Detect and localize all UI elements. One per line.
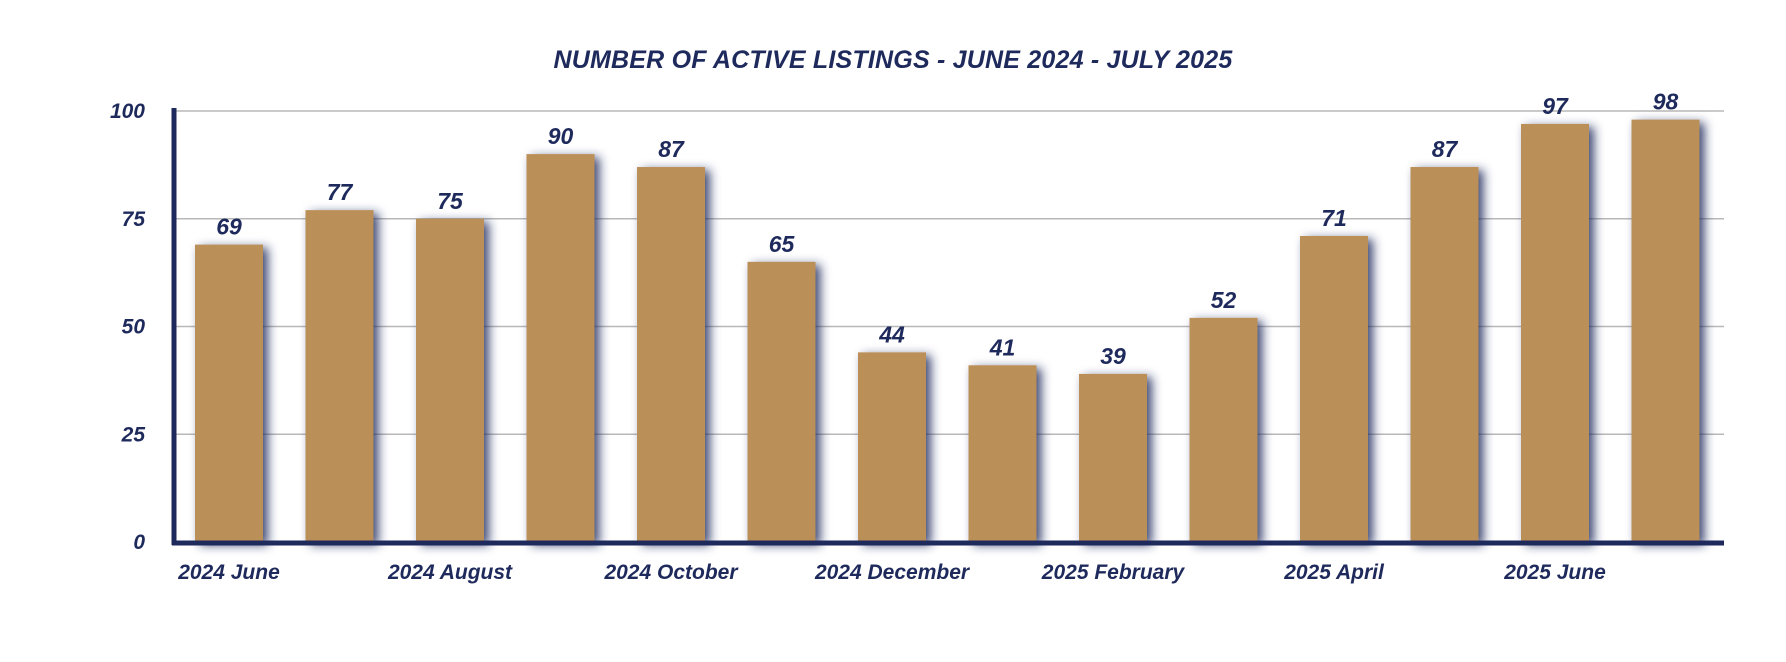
y-axis-ticks: 0 25 50 75 100 xyxy=(110,100,145,554)
data-label: 39 xyxy=(1100,343,1126,369)
data-label: 98 xyxy=(1653,89,1679,115)
data-label: 44 xyxy=(878,321,905,347)
y-tick-label: 100 xyxy=(110,100,145,123)
data-label: 52 xyxy=(1211,287,1237,313)
bar xyxy=(747,261,816,542)
x-tick-label: 2025 February xyxy=(1041,561,1186,584)
bars xyxy=(195,119,1700,543)
y-tick-label: 0 xyxy=(133,531,145,554)
bar xyxy=(1631,119,1700,543)
data-label: 75 xyxy=(437,188,464,214)
bar xyxy=(1300,235,1368,543)
data-label: 87 xyxy=(1432,136,1459,162)
x-tick-label: 2025 April xyxy=(1283,561,1385,584)
bar xyxy=(305,210,374,542)
x-tick-label: 2024 October xyxy=(603,561,739,584)
bar xyxy=(1410,167,1479,542)
chart-title: NUMBER OF ACTIVE LISTINGS - JUNE 2024 - … xyxy=(553,46,1233,74)
y-tick-label: 75 xyxy=(122,208,146,231)
data-label: 41 xyxy=(989,334,1016,360)
axes xyxy=(171,108,1724,546)
x-tick-label: 2024 December xyxy=(814,561,971,584)
x-axis-ticks: 2024 June 2024 August 2024 October 2024 Dec… xyxy=(177,561,1606,584)
bar xyxy=(968,365,1037,542)
bar xyxy=(637,167,705,542)
data-label: 77 xyxy=(327,179,354,205)
bar xyxy=(1521,123,1589,543)
data-label: 97 xyxy=(1542,93,1569,119)
bar xyxy=(1189,317,1258,542)
data-label: 69 xyxy=(216,214,242,240)
bar xyxy=(195,244,263,543)
y-tick-label: 50 xyxy=(122,316,146,339)
data-label: 90 xyxy=(548,123,574,149)
gridlines xyxy=(174,110,1724,435)
bar xyxy=(858,352,926,542)
x-tick-label: 2025 June xyxy=(1503,561,1606,584)
data-label: 87 xyxy=(658,136,685,162)
x-tick-label: 2024 June xyxy=(177,561,280,584)
x-tick-label: 2024 August xyxy=(387,561,513,584)
y-tick-label: 25 xyxy=(121,423,146,446)
data-label: 71 xyxy=(1321,205,1347,231)
bar xyxy=(1079,373,1147,542)
bar xyxy=(416,218,484,542)
bar xyxy=(526,154,595,542)
data-label: 65 xyxy=(769,231,796,257)
data-labels: 69 77 75 90 87 65 44 41 39 52 71 87 97 98 xyxy=(216,89,1678,369)
